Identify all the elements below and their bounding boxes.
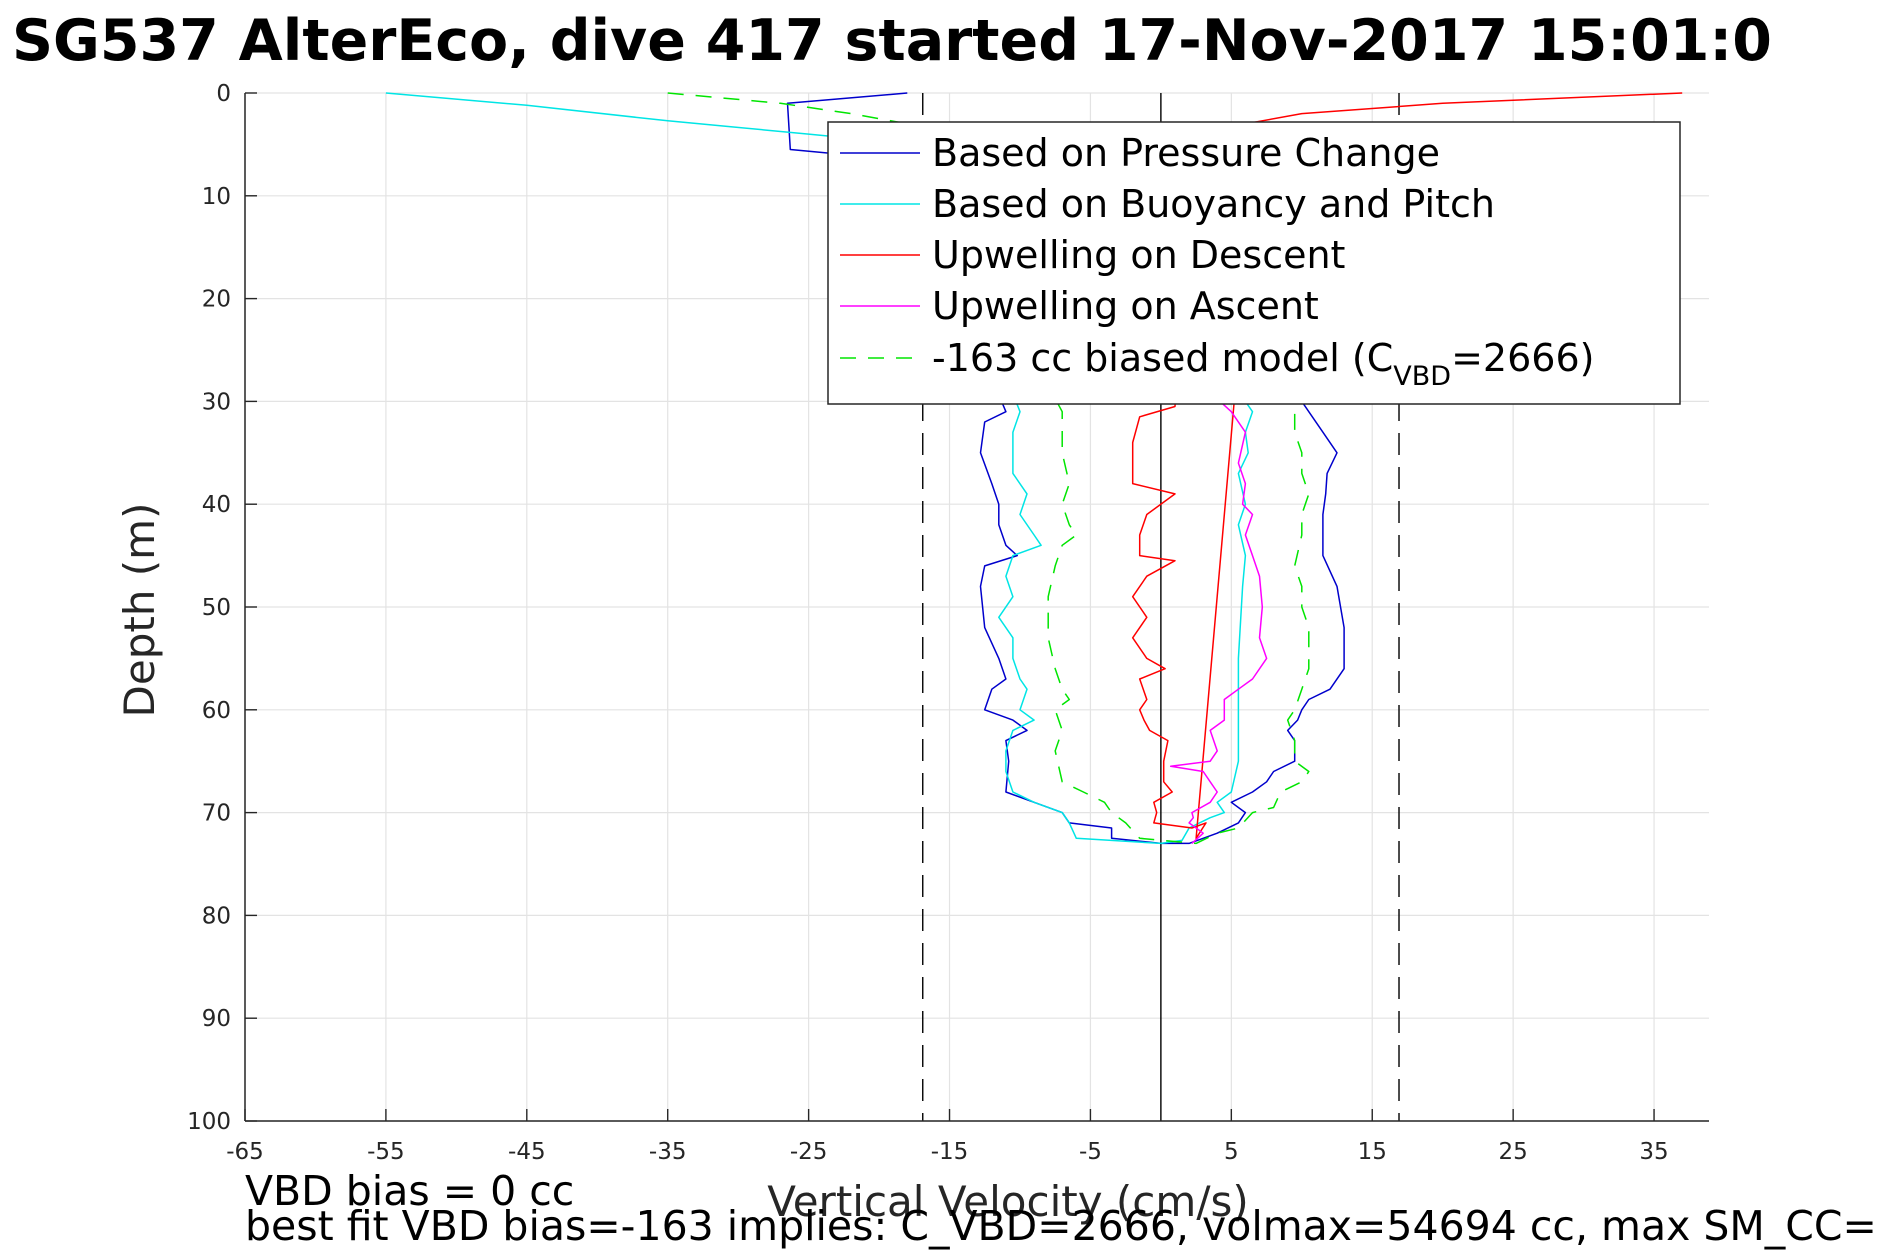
axes bbox=[244, 92, 1709, 1122]
series-line bbox=[385, 92, 1254, 845]
y-tick-label: 70 bbox=[202, 801, 231, 827]
series-line bbox=[667, 92, 1310, 845]
y-tick-label: 20 bbox=[202, 287, 231, 313]
series-lines bbox=[385, 92, 1683, 845]
x-tick-label: -5 bbox=[1079, 1139, 1102, 1165]
y-axis-label: Depth (m) bbox=[115, 503, 164, 718]
y-tick-label: 0 bbox=[216, 81, 231, 107]
y-tick-label: 30 bbox=[202, 389, 231, 415]
footer-best-fit: best fit VBD bias=-163 implies: C_VBD=26… bbox=[245, 1202, 1877, 1250]
y-tick-label: 80 bbox=[202, 903, 231, 929]
x-axis-label: Vertical Velocity (cm/s) bbox=[767, 1177, 1248, 1226]
legend-label: -163 cc biased model (CVBD=2666) bbox=[932, 336, 1594, 392]
legend-box bbox=[827, 121, 1681, 405]
x-tick-label: -35 bbox=[649, 1139, 687, 1165]
y-tick-label: 40 bbox=[202, 492, 231, 518]
x-tick-label: 25 bbox=[1499, 1139, 1528, 1165]
x-tick-label: -65 bbox=[226, 1139, 264, 1165]
legend-label: Based on Pressure Change bbox=[932, 131, 1440, 175]
x-tick-label: -55 bbox=[367, 1139, 405, 1165]
y-tick-labels: 0 10 20 30 40 50 60 70 80 90 100 bbox=[187, 81, 231, 1135]
x-tick-label: -15 bbox=[931, 1139, 969, 1165]
y-tick-label: 10 bbox=[202, 184, 231, 210]
x-tick-label: 35 bbox=[1639, 1139, 1668, 1165]
legend-label: Based on Buoyancy and Pitch bbox=[932, 182, 1495, 226]
x-tick-label: -25 bbox=[790, 1139, 828, 1165]
y-tick-label: 50 bbox=[202, 595, 231, 621]
footer-vbd-bias: VBD bias = 0 cc bbox=[245, 1167, 574, 1215]
chart-title: SG537 AlterEco, dive 417 started 17-Nov-… bbox=[12, 8, 1772, 74]
x-tick-label: -45 bbox=[508, 1139, 546, 1165]
x-tick-label: 15 bbox=[1358, 1139, 1387, 1165]
series-line bbox=[1169, 400, 1268, 844]
x-tick-label: 5 bbox=[1224, 1139, 1239, 1165]
y-tick-label: 90 bbox=[202, 1006, 231, 1032]
legend-label: Upwelling on Descent bbox=[932, 233, 1345, 277]
legend: Based on Pressure Change Based on Buoyanc… bbox=[827, 121, 1681, 405]
legend-label: Upwelling on Ascent bbox=[932, 284, 1319, 328]
y-tick-label: 100 bbox=[187, 1109, 231, 1135]
y-tick-label: 60 bbox=[202, 698, 231, 724]
series-line bbox=[786, 92, 1345, 845]
x-tick-labels: -65 -55 -45 -35 -25 -15 -5 5 15 25 35 bbox=[226, 1139, 1668, 1165]
series-line bbox=[1131, 92, 1683, 840]
